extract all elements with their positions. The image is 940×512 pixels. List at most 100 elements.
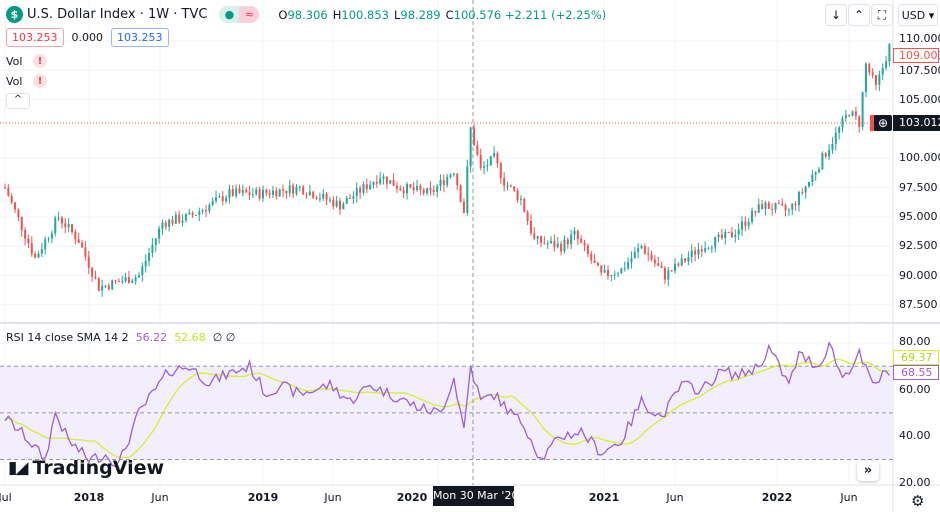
candle-body — [101, 285, 104, 291]
candle-body — [496, 153, 499, 164]
candle-body — [288, 185, 291, 194]
scroll-to-realtime-button[interactable]: » — [857, 461, 879, 481]
candle-body — [27, 238, 30, 244]
candle-body — [30, 243, 33, 254]
candle-body — [526, 211, 529, 221]
candle-body — [881, 67, 884, 75]
candle-body — [858, 116, 861, 127]
warning-icon[interactable]: ! — [33, 74, 47, 88]
candle-body — [104, 285, 107, 287]
fullscreen-button[interactable]: ⛶ — [871, 4, 893, 26]
rsi-axis-label: 80.00 — [899, 335, 931, 348]
candle-body — [265, 189, 268, 193]
candle-body — [359, 188, 362, 193]
candle-body — [741, 221, 743, 230]
candle-body — [355, 188, 358, 197]
add-alert-icon[interactable]: ⊕ — [874, 115, 892, 131]
candle-body — [791, 203, 794, 210]
candle-body — [787, 209, 790, 211]
candle-body — [684, 258, 687, 262]
candle-body — [660, 265, 663, 268]
candle-body — [124, 277, 127, 282]
rsi-line — [4, 341, 890, 468]
symbol-title[interactable]: U.S. Dollar Index · 1W · TVC — [27, 7, 208, 22]
time-axis-label: 2018 — [73, 491, 105, 504]
buy-price[interactable]: 103.253 — [111, 28, 169, 47]
candle-body — [710, 247, 713, 249]
candle-body — [332, 199, 335, 207]
candle-body — [325, 193, 328, 200]
candle-body — [50, 233, 53, 239]
candle-body — [603, 269, 606, 273]
currency-select[interactable]: USD ▾ — [898, 4, 938, 26]
candle-body — [573, 230, 576, 235]
candle-body — [630, 258, 633, 263]
candle-body — [412, 187, 415, 191]
collapse-legend-button[interactable]: ^ — [6, 93, 30, 109]
candle-body — [633, 251, 636, 259]
candle-body — [627, 262, 630, 269]
candle-body — [20, 217, 23, 231]
candle-body — [640, 246, 643, 249]
candle-body — [369, 184, 372, 190]
candle-body — [335, 200, 338, 207]
time-axis-label: Jun — [151, 491, 169, 504]
candle-body — [670, 270, 673, 272]
candle-body — [178, 215, 181, 223]
candle-body — [620, 268, 623, 274]
candle-body — [215, 197, 218, 201]
candle-body — [218, 196, 221, 198]
candle-body — [308, 191, 311, 196]
market-open-icon: ● — [219, 6, 240, 23]
candle-body — [727, 231, 730, 233]
candle-body — [647, 253, 650, 255]
candle-body — [560, 243, 563, 252]
candle-body — [623, 268, 626, 270]
candle-body — [54, 218, 57, 234]
candle-body — [747, 221, 750, 226]
candle-body — [590, 253, 593, 261]
candle-body — [851, 111, 854, 116]
candle-body — [315, 197, 318, 200]
candle-body — [794, 203, 797, 206]
candle-body — [536, 236, 539, 239]
rsi-legend[interactable]: RSI 14 close SMA 14 2 56.22 52.68 ∅ ∅ — [6, 331, 236, 344]
price-axis-label: 100.000 — [899, 151, 940, 165]
candle-body — [700, 249, 703, 252]
candle-body — [87, 256, 90, 268]
market-status[interactable]: ● ≈ — [219, 6, 260, 23]
candle-body — [476, 145, 479, 155]
vol-indicator[interactable]: Vol — [6, 55, 23, 68]
settings-icon[interactable]: ⚙ — [911, 492, 925, 510]
candle-body — [231, 189, 234, 196]
candle-body — [784, 205, 787, 211]
candle-body — [617, 273, 620, 275]
candle-body — [580, 238, 583, 243]
candle-body — [429, 188, 432, 191]
candle-body — [808, 181, 810, 187]
time-axis-label: Jun — [840, 491, 858, 504]
candle-body — [24, 230, 27, 239]
candle-body — [667, 270, 670, 280]
candle-body — [854, 111, 857, 117]
candle-body — [871, 72, 874, 76]
candle-body — [365, 184, 368, 190]
candle-body — [399, 188, 402, 191]
vol-indicator[interactable]: Vol — [6, 75, 23, 88]
candle-body — [456, 173, 459, 186]
warning-icon[interactable]: ! — [33, 54, 47, 68]
candle-body — [774, 203, 777, 210]
scroll-down-button[interactable]: ↓ — [825, 4, 847, 26]
candle-body — [797, 192, 800, 206]
tradingview-logo[interactable]: ▮◢ TradingView — [8, 457, 165, 479]
candle-body — [553, 240, 556, 248]
collapse-pane-button[interactable]: ⌃ — [848, 4, 870, 26]
sell-price[interactable]: 103.253 — [6, 28, 64, 47]
candle-body — [57, 217, 60, 219]
candle-body — [432, 190, 435, 192]
delayed-data-icon: ≈ — [239, 6, 260, 23]
candle-body — [462, 201, 465, 213]
candle-body — [426, 188, 429, 194]
candle-body — [225, 197, 228, 202]
